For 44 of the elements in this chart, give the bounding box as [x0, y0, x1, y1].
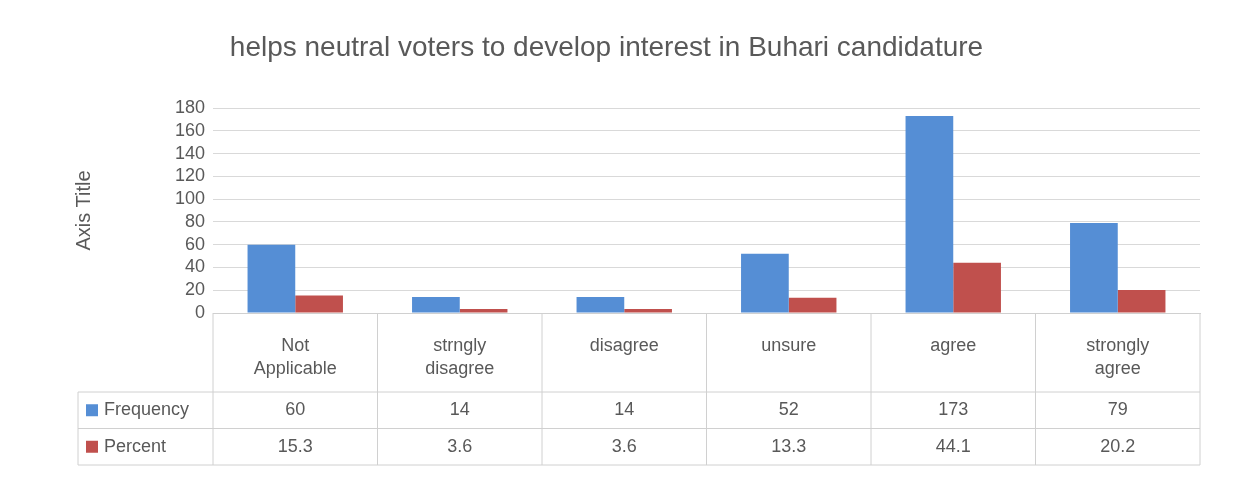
x-tick-label: Not Applicable — [253, 334, 337, 378]
bar — [905, 115, 954, 313]
y-axis-title: Axis Title — [71, 170, 94, 251]
y-tick-label: 140 — [174, 142, 205, 163]
bar — [576, 297, 625, 313]
y-tick-label: 160 — [174, 119, 205, 140]
data-label: 14 — [449, 399, 470, 420]
data-label: 14 — [614, 399, 635, 420]
chart-title: helps neutral voters to develop interest in Buhari candidature — [229, 30, 984, 62]
bar — [459, 308, 508, 313]
bar — [247, 244, 296, 313]
data-label: 3.6 — [611, 435, 637, 456]
y-tick-label: 60 — [184, 233, 205, 254]
bar — [412, 297, 460, 313]
data-label: 79 — [1107, 399, 1128, 420]
y-tick-label: 0 — [194, 301, 205, 322]
data-label: 60 — [285, 399, 306, 420]
data-label: 15.3 — [277, 435, 313, 456]
y-tick-label: 20 — [184, 279, 205, 300]
data-label: 20.2 — [1100, 435, 1136, 456]
data-label: 173 — [938, 399, 969, 420]
bar — [741, 253, 789, 313]
legend-label: Percent — [104, 435, 167, 456]
data-label: 3.6 — [447, 435, 473, 456]
bar — [953, 262, 1001, 313]
bar — [788, 297, 837, 313]
legend-label: Frequency — [104, 399, 190, 420]
x-tick-label: agree — [930, 334, 977, 355]
x-tick-label: unsure — [761, 334, 817, 355]
data-label: 52 — [778, 399, 799, 420]
bar — [1117, 289, 1166, 313]
data-label: 13.3 — [771, 435, 807, 456]
x-tick-label: strngly disagree — [425, 334, 495, 378]
bar — [1070, 223, 1118, 313]
data-label: 44.1 — [935, 435, 971, 456]
y-tick-label: 120 — [174, 165, 205, 186]
y-tick-label: 100 — [174, 188, 205, 209]
y-tick-label: 40 — [184, 256, 205, 277]
bar — [295, 295, 343, 313]
bar — [624, 308, 672, 313]
x-tick-label: strongly agree — [1086, 334, 1150, 378]
y-tick-label: 80 — [184, 210, 205, 231]
y-tick-label: 180 — [174, 96, 205, 117]
x-tick-label: disagree — [589, 334, 659, 355]
